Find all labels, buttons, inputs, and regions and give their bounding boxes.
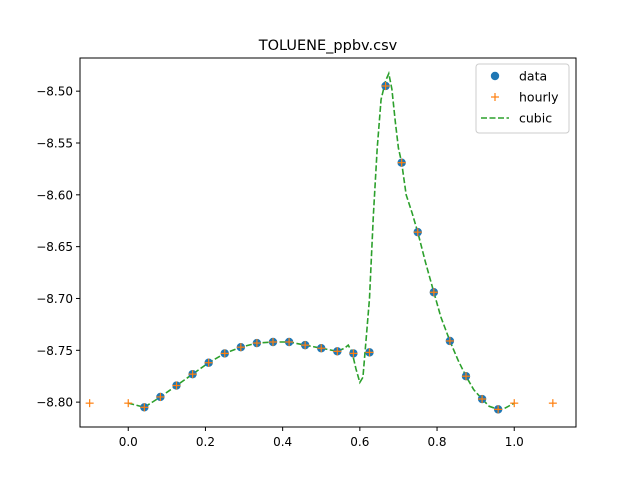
series-line-cubic bbox=[128, 70, 515, 411]
hourly-point bbox=[478, 395, 487, 404]
hourly-point bbox=[204, 358, 213, 367]
hourly-point bbox=[301, 341, 310, 350]
x-tick-label: 1.0 bbox=[505, 435, 524, 449]
x-tick-label: 0.4 bbox=[273, 435, 292, 449]
y-tick-label: −8.55 bbox=[36, 136, 73, 150]
hourly-point bbox=[220, 349, 229, 358]
hourly-point bbox=[172, 381, 181, 390]
y-tick-label: −8.70 bbox=[36, 292, 73, 306]
hourly-point bbox=[365, 348, 374, 357]
legend-label: hourly bbox=[519, 90, 559, 105]
y-tick-label: −8.75 bbox=[36, 344, 73, 358]
x-tick-label: 0.6 bbox=[350, 435, 369, 449]
legend-label: data bbox=[519, 69, 547, 84]
hourly-point bbox=[285, 338, 294, 347]
plot-frame bbox=[79, 57, 577, 428]
hourly-point bbox=[124, 399, 133, 408]
hourly-point bbox=[317, 344, 326, 353]
hourly-point bbox=[548, 399, 557, 408]
hourly-point bbox=[445, 336, 454, 345]
x-tick-label: 0.2 bbox=[196, 435, 215, 449]
x-tick-label: 0.8 bbox=[427, 435, 446, 449]
legend-swatch-data bbox=[490, 71, 500, 81]
hourly-point bbox=[397, 158, 406, 167]
hourly-point bbox=[349, 349, 358, 358]
plot-area bbox=[85, 70, 557, 414]
chart-title: TOLUENE_ppbv.csv bbox=[258, 38, 398, 54]
y-tick-label: −8.65 bbox=[36, 240, 73, 254]
hourly-point bbox=[510, 399, 519, 408]
hourly-point bbox=[140, 403, 149, 412]
hourly-point bbox=[494, 405, 503, 414]
hourly-point bbox=[413, 228, 422, 237]
y-tick-label: −8.80 bbox=[36, 396, 73, 410]
hourly-point bbox=[381, 81, 390, 90]
hourly-point bbox=[85, 399, 94, 408]
hourly-point bbox=[333, 347, 342, 356]
x-tick-label: 0.0 bbox=[119, 435, 138, 449]
hourly-point bbox=[429, 288, 438, 297]
y-tick-label: −8.60 bbox=[36, 188, 73, 202]
y-tick-label: −8.50 bbox=[36, 85, 73, 99]
axes: 0.0 0.2 0.4 0.6 0.8 1.0 −8.50 −8.55 −8.60 −8.65 −8… bbox=[36, 85, 524, 449]
hourly-point bbox=[461, 372, 470, 381]
legend-label: cubic bbox=[519, 111, 552, 126]
hourly-point bbox=[252, 339, 261, 348]
hourly-point bbox=[188, 370, 197, 379]
hourly-point bbox=[268, 338, 277, 347]
legend-box bbox=[475, 63, 570, 134]
legend: data hourly cubic bbox=[475, 63, 570, 134]
hourly-point bbox=[156, 392, 165, 401]
legend-swatch-hourly bbox=[491, 93, 499, 101]
hourly-point bbox=[236, 343, 245, 352]
